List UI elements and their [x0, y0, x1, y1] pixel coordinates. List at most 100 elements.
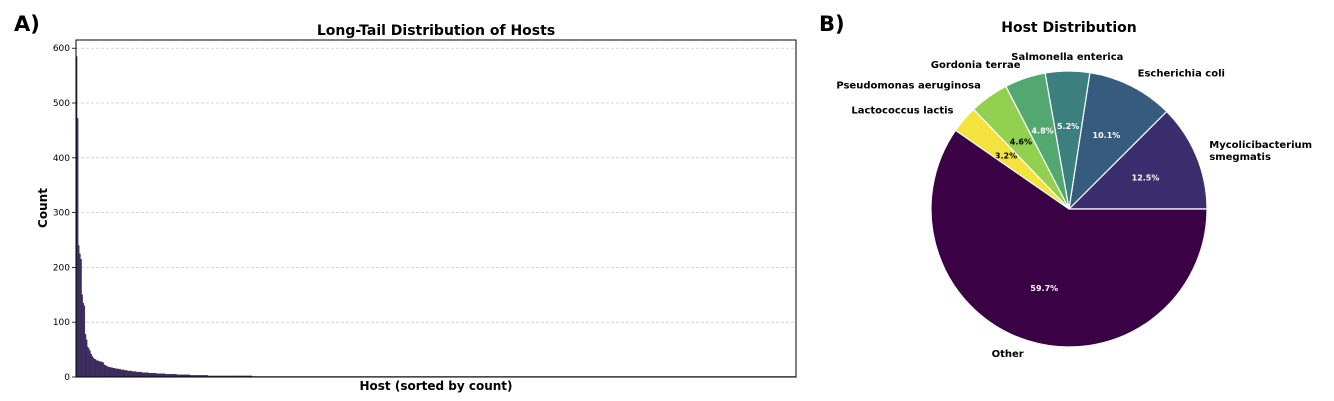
pie-category-label: Gordonia terrae [931, 60, 1021, 71]
bar [76, 118, 79, 378]
bar-series [75, 56, 797, 378]
bar [140, 371, 143, 378]
bar [121, 369, 124, 378]
bar [130, 370, 132, 378]
bar-y-ticks: 0 100 200 300 400 500 600 [53, 44, 76, 383]
bar [105, 365, 108, 378]
bar [133, 371, 136, 378]
bar [126, 370, 128, 378]
bar-chart-title: Long-Tail Distribution of Hosts [317, 23, 555, 39]
bar [92, 357, 95, 378]
bar [104, 365, 107, 378]
pie-pct-label: 59.7% [1030, 284, 1058, 293]
y-tick-label: 100 [53, 318, 70, 328]
bar [143, 372, 146, 378]
bar [90, 353, 92, 378]
bar [91, 356, 93, 378]
y-tick-label: 0 [64, 373, 70, 383]
bar [82, 302, 84, 378]
bar [147, 372, 149, 378]
y-tick-label: 200 [53, 263, 70, 273]
pie-slice [1068, 71, 1168, 211]
panel-label-b: B) [819, 12, 845, 36]
pie-category-label: Salmonella enterica [1011, 52, 1123, 63]
pie-category-label: Other [992, 349, 1024, 360]
bar [102, 362, 105, 378]
pie-pct-label: 4.6% [1010, 138, 1032, 147]
y-tick-label: 500 [53, 99, 70, 109]
bar [149, 373, 151, 378]
bar [120, 369, 122, 378]
bar [122, 369, 125, 378]
y-tick-label: 400 [53, 154, 70, 164]
bar-plot-frame [75, 39, 797, 378]
bar [113, 368, 116, 378]
bar [79, 253, 81, 378]
bar [114, 368, 117, 378]
bar [101, 362, 103, 378]
pie-category-label: Pseudomonas aeruginosa [836, 80, 980, 91]
bar [99, 361, 101, 378]
bar [84, 334, 87, 378]
bar [146, 372, 148, 378]
y-tick-label: 300 [53, 209, 70, 219]
bar [132, 371, 135, 378]
bar [131, 371, 134, 378]
bar [128, 370, 130, 378]
bar [94, 359, 97, 378]
bar [83, 305, 86, 378]
bar [103, 364, 106, 378]
bar [88, 348, 90, 378]
bar [142, 372, 145, 378]
bar [108, 366, 110, 378]
bar [112, 368, 115, 378]
bar [87, 346, 89, 378]
bar [141, 372, 144, 378]
bar [123, 370, 126, 378]
bar [81, 294, 83, 378]
bar [124, 370, 127, 378]
pie-pct-label: 4.8% [1031, 127, 1053, 136]
bar [138, 371, 140, 378]
bar [155, 373, 157, 378]
bar [107, 366, 109, 378]
pie-slice [1067, 110, 1208, 210]
pie-pct-label: 12.5% [1132, 173, 1160, 182]
bar [100, 361, 102, 378]
pie-pct-label: 3.2% [995, 151, 1017, 160]
y-tick-label: 600 [53, 44, 70, 54]
bar [119, 369, 121, 378]
pie-category-label: Escherichia coli [1138, 69, 1225, 80]
bar [150, 373, 153, 378]
pie-chart: 12.5% Mycolicibacterium smegmatis 10.1% Esch… [836, 52, 1312, 360]
bar [95, 360, 98, 378]
bar [116, 368, 118, 378]
bar [148, 373, 150, 378]
bar [80, 259, 82, 378]
bar [153, 373, 156, 378]
pie-chart-title: Host Distribution [1001, 20, 1136, 36]
bar [136, 371, 138, 378]
bar [85, 339, 88, 378]
bar [98, 360, 100, 378]
pie-pct-label: 10.1% [1093, 131, 1121, 140]
bar [111, 367, 113, 378]
bar [151, 373, 154, 378]
pie-category-label: Lactococcus lactis [851, 105, 953, 116]
panel-label-a: A) [14, 12, 40, 36]
bar [129, 370, 131, 378]
bar [152, 373, 155, 378]
bar [109, 366, 111, 378]
pie-category-label: Mycolicibacterium smegmatis [1209, 140, 1312, 163]
bar [117, 368, 119, 378]
bar [127, 370, 129, 378]
bar-gridlines [76, 47, 796, 323]
bar [137, 371, 139, 378]
bar [89, 350, 91, 378]
bar-x-axis-label: Host (sorted by count) [359, 379, 512, 393]
bar [97, 360, 99, 378]
bar [135, 371, 137, 378]
bar [139, 371, 141, 378]
bar-y-axis-label: Count [36, 188, 50, 228]
pie-pct-label: 5.2% [1057, 122, 1079, 131]
